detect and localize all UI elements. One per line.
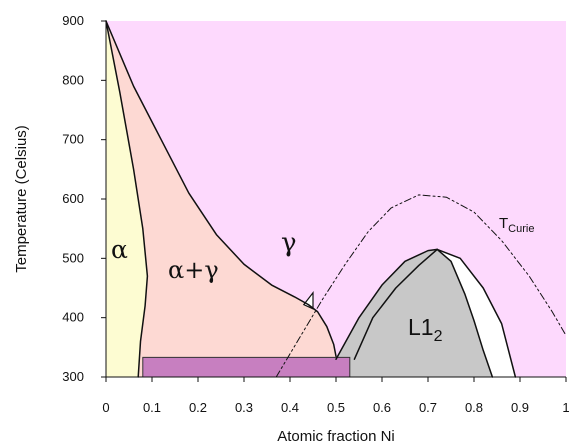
alpha-solvus-curve (105, 20, 149, 378)
x-tick-label: 0.8 (465, 400, 483, 415)
phase-label-l12-subscript: 2 (434, 328, 443, 345)
curie-label-subscript: Curie (508, 223, 534, 235)
x-tick-label: 0.5 (327, 400, 345, 415)
y-tick-label: 900 (62, 13, 84, 28)
y-tick-label: 400 (62, 310, 84, 325)
curie-label: TCurie (499, 215, 534, 235)
x-tick-label: 0.4 (281, 400, 299, 415)
alpha-gamma-boundary-curve (105, 20, 337, 357)
x-tick-label: 0.1 (143, 400, 161, 415)
x-tick-label: 1 (562, 400, 569, 415)
y-tick-label: 700 (62, 132, 84, 147)
alpha-region (106, 21, 148, 377)
l12-region (336, 249, 493, 377)
y-ticks: 300 400 500 600 700 800 900 (62, 13, 106, 384)
x-tick-label: 0.9 (511, 400, 529, 415)
phase-label-l12-main: L1 (408, 314, 434, 340)
x-tick-label: 0.7 (419, 400, 437, 415)
x-axis-label: Atomic fraction Ni (277, 428, 395, 445)
x-tick-label: 0.2 (189, 400, 207, 415)
l12-right-boundary-curve (436, 248, 494, 378)
l12-left-outer-curve (353, 248, 438, 360)
y-tick-label: 500 (62, 250, 84, 265)
l12-right-outer-curve (436, 248, 517, 378)
y-tick-label: 800 (62, 72, 84, 87)
phase-label-gamma: γ (281, 228, 297, 258)
x-tick-label: 0 (102, 400, 109, 415)
l12-left-boundary-curve (335, 248, 438, 360)
y-tick-label: 300 (62, 369, 84, 384)
y-axis-label: Temperature (Celsius) (13, 125, 30, 273)
phase-label-l12: L12 (408, 314, 443, 345)
curie-label-main: T (499, 215, 508, 232)
y-tick-label: 600 (62, 191, 84, 206)
phase-label-alpha: α (111, 235, 128, 264)
boundary-wedge (302, 290, 314, 310)
phase-label-alpha-gamma: α+γ (168, 256, 219, 284)
x-tick-label: 0.6 (373, 400, 391, 415)
x-tick-label: 0.3 (235, 400, 253, 415)
x-ticks: 0 0.1 0.2 0.3 0.4 0.5 0.6 0.7 0.8 0.9 1 (102, 377, 570, 415)
eutectoid-band (142, 356, 351, 378)
curie-line (275, 194, 567, 378)
alpha-gamma-region (106, 21, 336, 377)
plot-area (105, 20, 567, 378)
